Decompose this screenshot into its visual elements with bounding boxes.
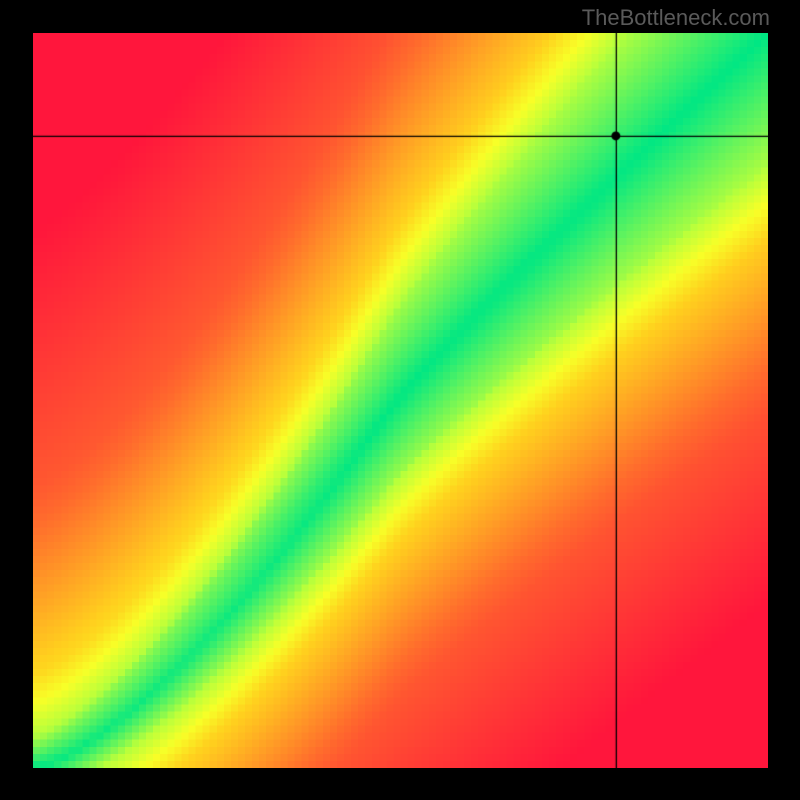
bottleneck-heatmap [33, 33, 768, 768]
watermark-text: TheBottleneck.com [582, 5, 770, 31]
chart-container: TheBottleneck.com [0, 0, 800, 800]
